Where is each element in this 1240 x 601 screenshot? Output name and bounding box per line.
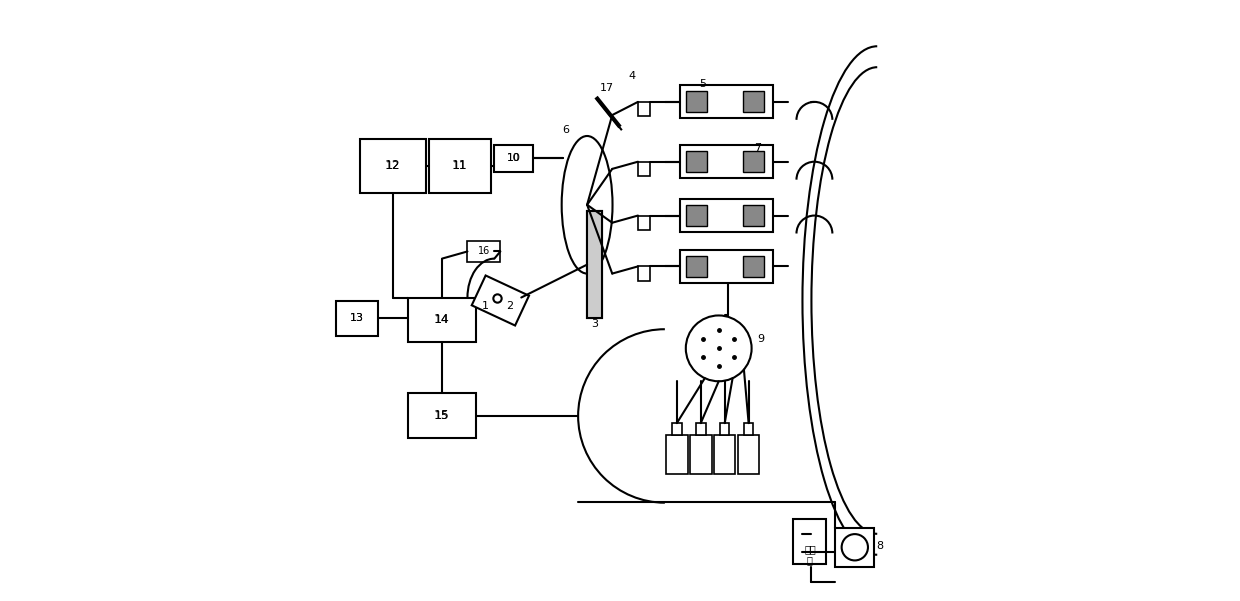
FancyBboxPatch shape — [714, 435, 735, 474]
FancyBboxPatch shape — [686, 151, 707, 172]
FancyBboxPatch shape — [360, 139, 425, 193]
FancyBboxPatch shape — [680, 199, 773, 232]
FancyBboxPatch shape — [743, 91, 764, 112]
FancyBboxPatch shape — [587, 211, 603, 319]
FancyBboxPatch shape — [680, 145, 773, 178]
FancyBboxPatch shape — [680, 85, 773, 118]
Text: 12: 12 — [384, 159, 401, 172]
FancyBboxPatch shape — [720, 423, 729, 435]
FancyBboxPatch shape — [686, 255, 707, 276]
FancyBboxPatch shape — [686, 205, 707, 226]
Text: 15: 15 — [435, 411, 449, 421]
FancyBboxPatch shape — [637, 266, 650, 281]
FancyBboxPatch shape — [743, 255, 764, 276]
FancyBboxPatch shape — [672, 423, 682, 435]
FancyBboxPatch shape — [637, 216, 650, 230]
FancyBboxPatch shape — [738, 435, 759, 474]
Text: 8: 8 — [877, 541, 884, 551]
Text: 13: 13 — [350, 314, 363, 323]
FancyBboxPatch shape — [637, 102, 650, 116]
Text: 14: 14 — [435, 316, 449, 325]
Text: 10: 10 — [507, 153, 520, 163]
FancyBboxPatch shape — [408, 393, 476, 438]
FancyBboxPatch shape — [495, 145, 533, 172]
Text: 废液
池: 废液 池 — [804, 544, 816, 566]
FancyBboxPatch shape — [836, 528, 874, 567]
Text: 7: 7 — [754, 143, 761, 153]
FancyBboxPatch shape — [408, 297, 476, 343]
Text: 9: 9 — [756, 334, 764, 344]
Text: 3: 3 — [590, 319, 598, 329]
Text: 14: 14 — [434, 314, 450, 326]
FancyBboxPatch shape — [744, 423, 754, 435]
Text: 4: 4 — [629, 71, 636, 81]
FancyBboxPatch shape — [686, 91, 707, 112]
Text: 15: 15 — [434, 409, 450, 422]
Text: 6: 6 — [563, 125, 569, 135]
Text: 16: 16 — [477, 246, 490, 256]
FancyBboxPatch shape — [689, 435, 712, 474]
Text: 2: 2 — [506, 302, 513, 311]
FancyBboxPatch shape — [467, 240, 501, 261]
FancyBboxPatch shape — [794, 519, 826, 564]
FancyBboxPatch shape — [637, 162, 650, 176]
FancyBboxPatch shape — [680, 249, 773, 282]
FancyBboxPatch shape — [743, 205, 764, 226]
FancyBboxPatch shape — [336, 300, 378, 337]
FancyBboxPatch shape — [429, 139, 491, 193]
Text: 17: 17 — [600, 83, 614, 93]
Text: 13: 13 — [350, 314, 363, 323]
Text: 11: 11 — [453, 159, 467, 172]
FancyBboxPatch shape — [696, 423, 706, 435]
Polygon shape — [471, 275, 529, 326]
Text: 11: 11 — [453, 161, 466, 171]
Text: 10: 10 — [507, 153, 521, 163]
FancyBboxPatch shape — [743, 151, 764, 172]
Text: 5: 5 — [699, 79, 706, 89]
FancyBboxPatch shape — [587, 211, 603, 319]
FancyBboxPatch shape — [666, 435, 688, 474]
Text: 12: 12 — [386, 161, 399, 171]
Text: 1: 1 — [482, 302, 489, 311]
